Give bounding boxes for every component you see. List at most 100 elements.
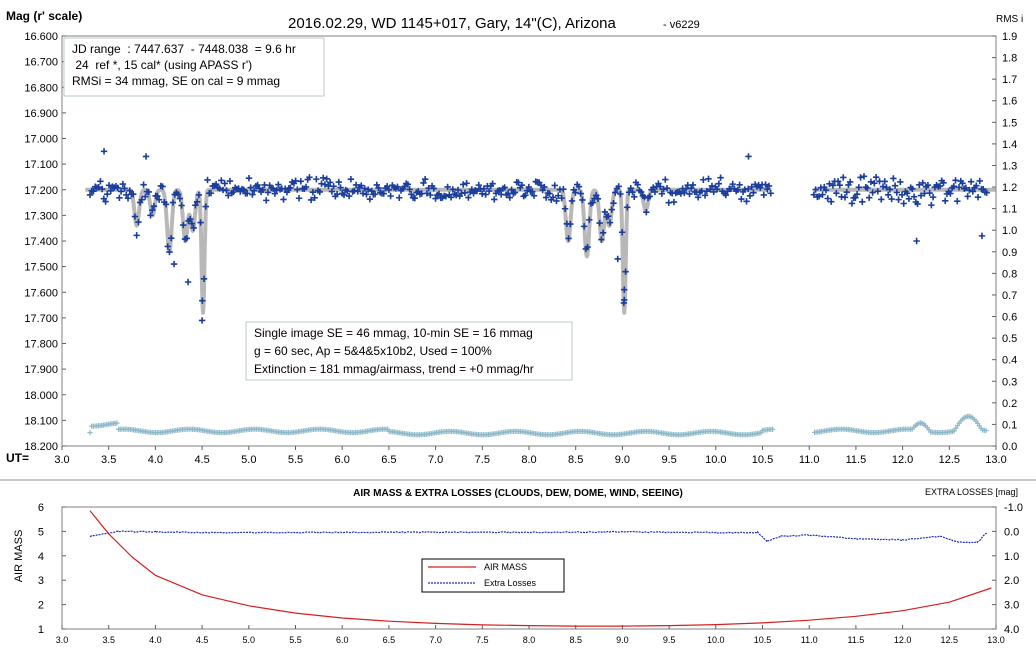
data-point <box>589 199 596 206</box>
data-point <box>834 178 842 185</box>
y-tick-label: 16.600 <box>24 31 58 43</box>
data-point <box>631 193 638 200</box>
x-tick-label: 13.0 <box>985 454 1006 466</box>
data-point <box>249 191 256 198</box>
airmass-x-tick-label: 8.0 <box>523 635 536 645</box>
airmass-chart: AIR MASS & EXTRA LOSSES (CLOUDS, DEW, DO… <box>13 487 1023 645</box>
rms-point <box>953 425 959 431</box>
data-point <box>895 196 902 203</box>
data-point <box>605 213 612 220</box>
data-point <box>881 178 888 185</box>
data-point <box>126 187 133 194</box>
data-point <box>624 204 631 211</box>
y-tick-label: 17.100 <box>24 159 58 171</box>
airmass-y2-tick-label: 4.0 <box>1004 624 1019 636</box>
data-point <box>914 200 921 208</box>
data-point <box>650 184 657 191</box>
airmass-x-tick-label: 3.0 <box>56 635 69 645</box>
data-point <box>643 209 650 216</box>
data-point <box>117 188 125 195</box>
info-line-1: JD range : 7447.637 - 7448.038 = 9.6 hr <box>72 42 296 56</box>
data-point <box>658 190 666 197</box>
airmass-y2-tick-label: 0.0 <box>1004 526 1019 538</box>
y-tick-label: 17.300 <box>24 210 58 222</box>
data-point <box>872 174 880 181</box>
airmass-y2-tick-label: 2.0 <box>1004 575 1019 587</box>
data-point <box>955 184 963 191</box>
data-point <box>900 200 907 207</box>
airmass-title: AIR MASS & EXTRA LOSSES (CLOUDS, DEW, DO… <box>353 488 683 499</box>
y2-tick-label: 0.4 <box>1002 355 1017 367</box>
data-point <box>473 187 481 195</box>
y-tick-label: 17.400 <box>24 236 58 248</box>
airmass-line <box>89 510 992 627</box>
data-point <box>202 203 209 210</box>
x-tick-label: 5.5 <box>288 454 303 466</box>
airmass-y-tick-label: 3 <box>38 575 44 587</box>
airmass-x-tick-label: 9.5 <box>663 635 676 645</box>
data-point <box>707 186 714 193</box>
data-point <box>263 197 270 204</box>
data-point <box>660 185 667 193</box>
data-point <box>646 193 653 200</box>
data-point <box>622 268 629 275</box>
data-point <box>584 243 591 251</box>
data-point <box>170 260 178 268</box>
y2-tick-label: 0.7 <box>1002 290 1017 302</box>
data-point <box>700 176 707 183</box>
y2-tick-label: 0.6 <box>1002 312 1017 324</box>
airmass-y2-label: EXTRA LOSSES [mag] <box>925 487 1018 497</box>
airmass-x-tick-label: 12.0 <box>894 635 912 645</box>
data-point <box>421 176 429 183</box>
data-point <box>869 189 876 196</box>
data-point <box>465 194 472 201</box>
data-point <box>287 184 294 191</box>
data-point <box>974 193 982 201</box>
data-point <box>703 187 710 195</box>
data-point <box>767 190 774 197</box>
y2-tick-label: 1.8 <box>1002 53 1017 65</box>
airmass-x-tick-label: 7.5 <box>476 635 489 645</box>
data-point <box>271 190 279 197</box>
airmass-y-label: AIR MASS <box>13 530 25 583</box>
data-point <box>166 248 173 256</box>
rms-point <box>87 430 93 436</box>
data-point <box>910 193 918 200</box>
data-point <box>929 193 937 201</box>
data-point <box>950 183 958 190</box>
data-point <box>864 184 871 192</box>
data-point <box>827 198 835 205</box>
data-point <box>760 191 767 199</box>
data-point <box>264 189 272 196</box>
data-point <box>560 185 567 193</box>
y2-tick-label: 0.0 <box>1002 441 1017 453</box>
data-point <box>686 190 693 198</box>
airmass-x-tick-label: 12.5 <box>941 635 959 645</box>
data-point <box>606 219 614 226</box>
data-point <box>886 186 894 193</box>
data-point <box>95 183 102 191</box>
x-tick-label: 3.0 <box>54 454 69 466</box>
data-point <box>406 186 413 193</box>
y-tick-label: 17.900 <box>24 364 58 376</box>
data-point <box>893 189 901 196</box>
data-point <box>743 198 750 205</box>
data-point <box>508 186 515 193</box>
data-point <box>701 192 709 199</box>
y-tick-label: 16.700 <box>24 57 58 69</box>
data-point <box>913 237 920 245</box>
data-point <box>147 212 154 219</box>
y-axis-label: Mag (r' scale) <box>6 9 82 23</box>
y2-tick-label: 1.3 <box>1002 160 1017 172</box>
y-tick-label: 16.900 <box>24 108 58 120</box>
data-point <box>656 183 664 190</box>
data-point <box>973 182 980 189</box>
data-point <box>193 198 201 205</box>
airmass-x-tick-label: 8.5 <box>569 635 582 645</box>
data-point <box>245 174 253 182</box>
data-point <box>145 188 152 196</box>
data-point <box>188 220 196 227</box>
chart-title-suffix: - v6229 <box>663 19 700 31</box>
y2-tick-label: 1.0 <box>1002 225 1017 237</box>
airmass-x-tick-label: 10.0 <box>707 635 725 645</box>
